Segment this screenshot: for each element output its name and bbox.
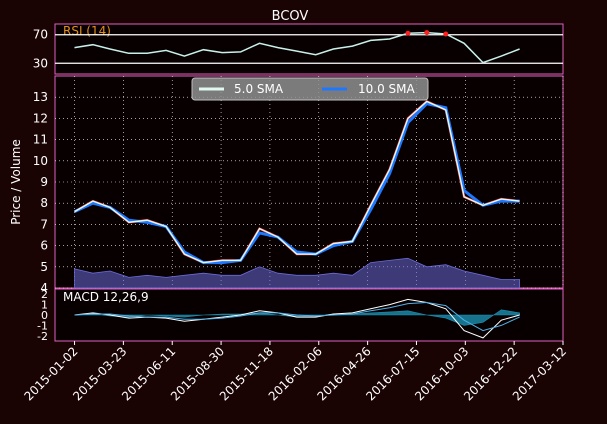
signal-line bbox=[74, 301, 520, 332]
price-tick-label: 6 bbox=[40, 239, 48, 253]
macd-tick-label: -2 bbox=[37, 330, 48, 343]
rsi-title: RSI (14) bbox=[63, 24, 111, 38]
price-tick-label: 9 bbox=[40, 175, 48, 189]
price-tick-label: 11 bbox=[33, 133, 48, 147]
legend-label-5sma: 5.0 SMA bbox=[234, 82, 284, 96]
legend-label-10sma: 10.0 SMA bbox=[358, 82, 416, 96]
legend: 5.0 SMA 10.0 SMA bbox=[191, 77, 429, 101]
rsi-overbought-marker bbox=[405, 30, 411, 36]
rsi-overbought-marker bbox=[424, 30, 430, 36]
macd-panel: MACD 12,26,9 210-1-2 bbox=[37, 288, 564, 343]
price-tick-label: 7 bbox=[40, 217, 48, 231]
rsi-tick-label: 30 bbox=[33, 56, 48, 70]
macd-title: MACD 12,26,9 bbox=[63, 290, 149, 304]
macd-tick-label: 1 bbox=[41, 299, 48, 312]
rsi-overbought-marker bbox=[443, 31, 449, 37]
rsi-panel: RSI (14) 70 30 bbox=[33, 23, 564, 75]
price-tick-label: 8 bbox=[40, 196, 48, 210]
price-axis-label: Price / Volume bbox=[9, 139, 23, 225]
macd-tick-label: 2 bbox=[41, 288, 48, 301]
macd-tick-label: -1 bbox=[37, 319, 48, 332]
price-tick-label: 13 bbox=[33, 90, 48, 104]
chart-title: BCOV bbox=[272, 9, 309, 24]
macd-tick-label: 0 bbox=[41, 309, 48, 322]
price-tick-label: 5 bbox=[40, 260, 48, 274]
sma-5-line bbox=[74, 100, 520, 264]
price-tick-label: 10 bbox=[33, 154, 48, 168]
legend-box bbox=[191, 77, 429, 101]
price-tick-label: 12 bbox=[33, 111, 48, 125]
rsi-tick-label: 70 bbox=[33, 28, 48, 42]
price-panel: 4 5 6 7 8 9 10 11 12 13 Price / Volume 5.0 SMA 10… bbox=[9, 75, 564, 295]
price-tick-label: 4 bbox=[40, 281, 48, 295]
sma-10-line bbox=[73, 101, 520, 265]
volume-area bbox=[74, 257, 521, 289]
rsi-frame bbox=[54, 23, 564, 75]
